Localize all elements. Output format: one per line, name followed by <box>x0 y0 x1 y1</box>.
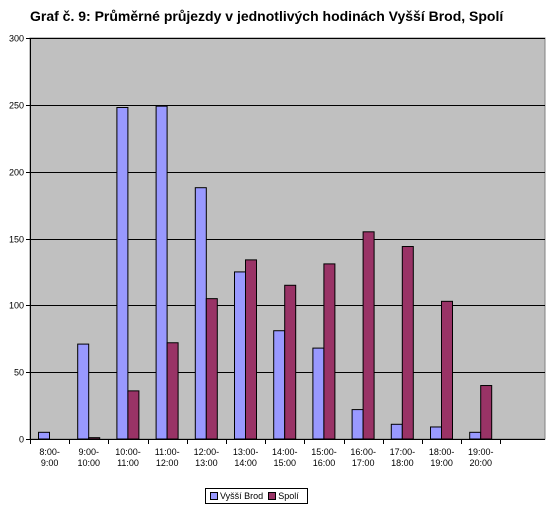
y-tick-label-50: 50 <box>14 368 24 378</box>
bars <box>38 105 493 440</box>
x-tick-label-line1: 11:00- <box>155 447 180 457</box>
x-tick-label-10: 17:00-18:00 <box>390 447 416 468</box>
x-tick-label-line1: 18:00- <box>429 447 455 457</box>
x-tick-label-line2: 13:00 <box>195 458 218 468</box>
y-tick-label-0: 0 <box>19 435 24 445</box>
x-tick-label-line1: 8:00- <box>39 447 60 457</box>
x-tick-label-line1: 10:00- <box>115 447 141 457</box>
y-tick-label-100: 100 <box>9 301 24 311</box>
x-tick-label-line2: 20:00 <box>470 458 493 468</box>
x-tick-label-line1: 13:00- <box>233 447 259 457</box>
x-tick-label-line1: 14:00- <box>272 447 298 457</box>
legend: Vyšší Brod Spolí <box>205 488 308 504</box>
x-tick-label-line2: 11:00 <box>117 458 139 468</box>
x-tick-label-2: 9:00-10:00 <box>78 447 101 468</box>
bar-series-2-11 <box>441 300 453 440</box>
bar-series-2-5 <box>205 298 218 440</box>
x-tick-label-9: 16:00-17:00 <box>350 447 376 468</box>
bar-series-2-7 <box>284 284 297 440</box>
legend-item-series-1: Vyšší Brod <box>210 491 263 501</box>
tick-labels: 0501001502002503008:00-9:009:00-10:0010:… <box>9 34 494 469</box>
legend-label-series-2: Spolí <box>278 491 299 501</box>
x-tick-label-line1: 17:00- <box>390 447 416 457</box>
x-tick-label-3: 10:00-11:00 <box>115 447 141 468</box>
bar-series-1-11 <box>430 426 442 440</box>
x-tick-label-line2: 16:00 <box>313 458 336 468</box>
bar-series-1-9 <box>351 409 364 440</box>
x-tick-label-11: 18:00-19:00 <box>429 447 455 468</box>
x-tick-label-line2: 9:00 <box>41 458 59 468</box>
x-tick-label-line1: 19:00- <box>468 447 494 457</box>
bar-series-2-6 <box>245 259 257 440</box>
bar-series-2-8 <box>323 263 336 440</box>
legend-swatch-series-1 <box>210 492 218 500</box>
bar-series-1-4 <box>155 105 168 440</box>
x-tick-label-8: 15:00-16:00 <box>311 447 337 468</box>
x-tick-label-line1: 9:00- <box>79 447 100 457</box>
bar-series-2-4 <box>166 342 179 440</box>
bar-series-1-1 <box>38 431 50 440</box>
x-tick-label-line2: 14:00 <box>234 458 257 468</box>
x-tick-label-1: 8:00-9:00 <box>39 447 60 468</box>
y-tick-label-200: 200 <box>9 168 24 178</box>
x-tick-label-6: 13:00-14:00 <box>233 447 259 468</box>
bar-series-1-10 <box>390 423 403 440</box>
bar-series-2-3 <box>127 390 140 440</box>
bar-series-1-3 <box>116 107 129 440</box>
bar-series-2-12 <box>480 385 493 440</box>
x-tick-label-4: 11:00-12:00 <box>155 447 180 468</box>
x-tick-label-line2: 15:00 <box>274 458 297 468</box>
x-tick-label-line2: 10:00 <box>78 458 101 468</box>
y-tick-label-250: 250 <box>9 101 24 111</box>
bar-series-1-5 <box>194 187 207 440</box>
bar-series-1-6 <box>234 271 246 440</box>
gridlines <box>30 38 545 373</box>
x-tick-label-12: 19:00-20:00 <box>468 447 494 468</box>
bar-series-1-2 <box>77 343 90 440</box>
bar-series-1-12 <box>469 431 482 440</box>
legend-label-series-1: Vyšší Brod <box>220 491 264 501</box>
x-tick-label-line2: 19:00 <box>430 458 453 468</box>
bar-series-2-10 <box>401 246 414 440</box>
x-tick-label-line2: 18:00 <box>391 458 414 468</box>
x-tick-label-line1: 16:00- <box>350 447 376 457</box>
bar-series-2-9 <box>362 231 375 440</box>
legend-item-series-2: Spolí <box>268 491 299 501</box>
y-tick-label-300: 300 <box>9 34 24 44</box>
x-tick-label-line2: 12:00 <box>156 458 179 468</box>
y-tick-label-150: 150 <box>9 235 24 245</box>
bar-series-2-2 <box>88 437 101 440</box>
bar-series-1-7 <box>273 330 286 440</box>
axes <box>26 38 545 444</box>
x-tick-label-line1: 15:00- <box>311 447 337 457</box>
x-tick-label-line2: 17:00 <box>352 458 375 468</box>
legend-swatch-series-2 <box>268 492 277 500</box>
chart-title: Graf č. 9: Průměrné průjezdy v jednotliv… <box>30 8 504 24</box>
x-tick-label-7: 14:00-15:00 <box>272 447 298 468</box>
bar-series-1-8 <box>312 347 325 440</box>
x-tick-label-5: 12:00-13:00 <box>194 447 220 468</box>
x-tick-label-line1: 12:00- <box>194 447 220 457</box>
